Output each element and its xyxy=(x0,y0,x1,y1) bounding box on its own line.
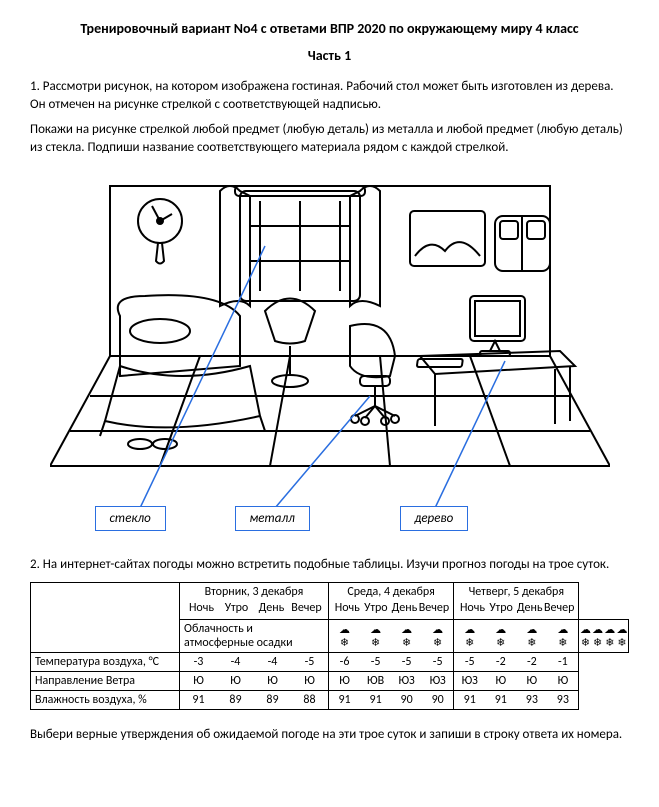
room-illustration xyxy=(50,166,610,536)
q2-para1: 2. На интернет-сайтах погоды можно встре… xyxy=(30,556,629,574)
wind-row: Направление Ветра ЮЮЮЮ ЮЮВЮЗЮЗ ЮЗЮЮЮ xyxy=(31,671,629,690)
q1-para1: 1. Рассмотри рисунок, на котором изображ… xyxy=(30,78,629,113)
metal-label: металл xyxy=(235,506,310,531)
humid-row: Влажность воздуха, % 91898988 91919090 9… xyxy=(31,690,629,709)
day-header: Четверг, 5 декабря НочьУтроДеньВечер xyxy=(454,582,579,619)
wood-label: дерево xyxy=(400,506,469,531)
weather-table: Вторник, 3 декабря НочьУтроДеньВечер Сре… xyxy=(30,582,629,710)
doc-title: Тренировочный вариант No4 с ответами ВПР… xyxy=(30,20,629,37)
day-header: Среда, 4 декабря НочьУтроДеньВечер xyxy=(329,582,454,619)
day-header: Вторник, 3 декабря НочьУтроДеньВечер xyxy=(180,582,329,619)
q1-para2: Покажи на рисунке стрелкой любой предмет… xyxy=(30,121,629,156)
glass-label: стекло xyxy=(95,506,166,531)
temp-row: Температура воздуха, °C -3-4-4-5 -6-5-5-… xyxy=(31,652,629,671)
table-header-row: Вторник, 3 декабря НочьУтроДеньВечер Сре… xyxy=(31,582,629,619)
q2-para2: Выбери верные утверждения об ожидаемой п… xyxy=(30,726,629,744)
room-figure: стекло металл дерево xyxy=(50,166,610,536)
doc-subtitle: Часть 1 xyxy=(30,47,629,64)
